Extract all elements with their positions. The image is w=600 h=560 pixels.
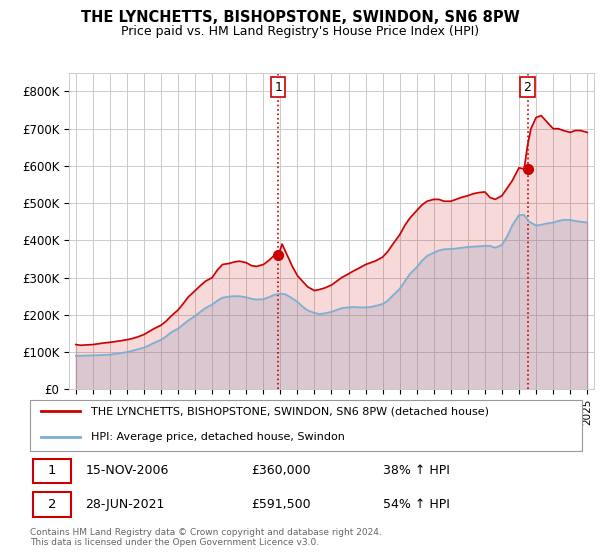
FancyBboxPatch shape — [30, 400, 582, 451]
Text: 2: 2 — [48, 498, 56, 511]
Text: THE LYNCHETTS, BISHOPSTONE, SWINDON, SN6 8PW (detached house): THE LYNCHETTS, BISHOPSTONE, SWINDON, SN6… — [91, 407, 489, 417]
Text: 1: 1 — [274, 81, 282, 94]
Text: 28-JUN-2021: 28-JUN-2021 — [85, 498, 164, 511]
Text: HPI: Average price, detached house, Swindon: HPI: Average price, detached house, Swin… — [91, 432, 344, 442]
FancyBboxPatch shape — [33, 459, 71, 483]
FancyBboxPatch shape — [33, 492, 71, 516]
Text: £360,000: £360,000 — [251, 464, 310, 477]
Text: 54% ↑ HPI: 54% ↑ HPI — [383, 498, 450, 511]
Text: THE LYNCHETTS, BISHOPSTONE, SWINDON, SN6 8PW: THE LYNCHETTS, BISHOPSTONE, SWINDON, SN6… — [80, 10, 520, 25]
Text: 38% ↑ HPI: 38% ↑ HPI — [383, 464, 450, 477]
Text: 2: 2 — [524, 81, 532, 94]
Text: Price paid vs. HM Land Registry's House Price Index (HPI): Price paid vs. HM Land Registry's House … — [121, 25, 479, 38]
Text: 1: 1 — [48, 464, 56, 477]
Text: £591,500: £591,500 — [251, 498, 310, 511]
Text: 15-NOV-2006: 15-NOV-2006 — [85, 464, 169, 477]
Text: Contains HM Land Registry data © Crown copyright and database right 2024.
This d: Contains HM Land Registry data © Crown c… — [30, 528, 382, 547]
